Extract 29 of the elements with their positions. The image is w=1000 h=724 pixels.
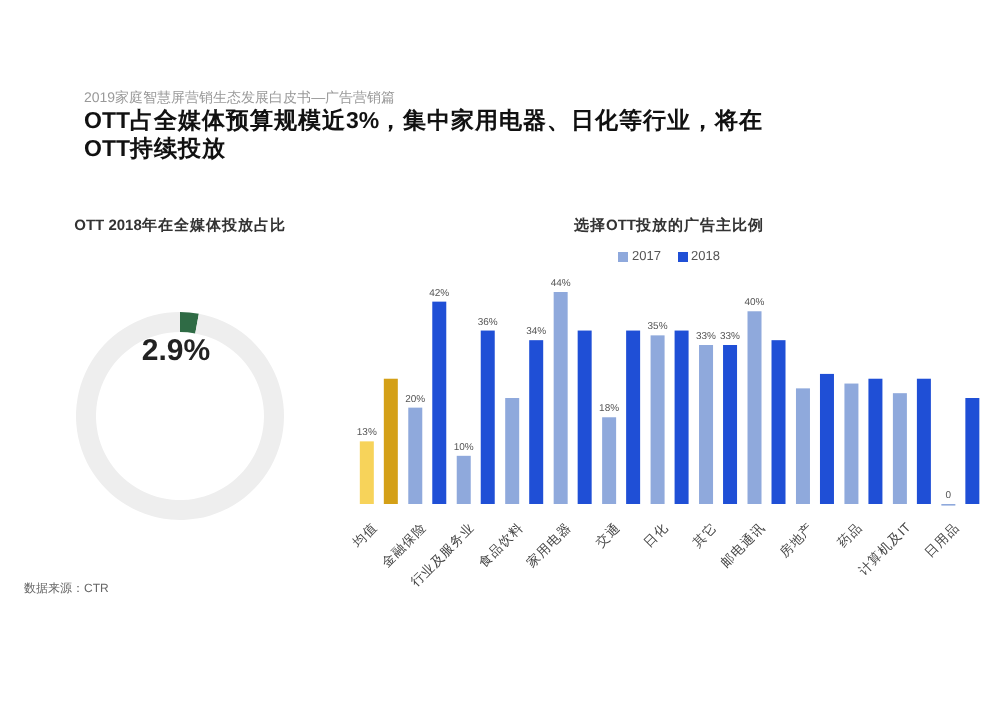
bar <box>795 388 810 504</box>
bar <box>602 417 617 504</box>
bar <box>577 330 592 504</box>
bar <box>529 340 544 504</box>
bar <box>868 378 883 504</box>
bar <box>819 373 834 504</box>
bar <box>626 330 641 504</box>
bar <box>553 292 568 504</box>
bar <box>505 398 520 504</box>
bar <box>480 330 495 504</box>
bar <box>383 378 398 504</box>
bar <box>771 340 786 504</box>
bar <box>359 441 374 504</box>
bar <box>650 335 665 504</box>
data-label: 2.9% <box>141 334 211 368</box>
bar <box>699 345 714 504</box>
bar <box>916 378 931 504</box>
bar <box>408 407 423 504</box>
bar <box>432 301 447 504</box>
bar <box>456 455 471 504</box>
bar <box>747 311 762 504</box>
bar <box>723 345 738 504</box>
bar <box>674 330 689 504</box>
donut-slice <box>180 312 199 334</box>
bar <box>965 398 980 504</box>
bar <box>844 383 859 504</box>
donut-slice <box>76 312 284 520</box>
bar <box>892 393 907 504</box>
text: OTT占全媒体预算规模近3%，集中家用电器、日化等行业，将在OTT持续投放 <box>84 108 764 164</box>
